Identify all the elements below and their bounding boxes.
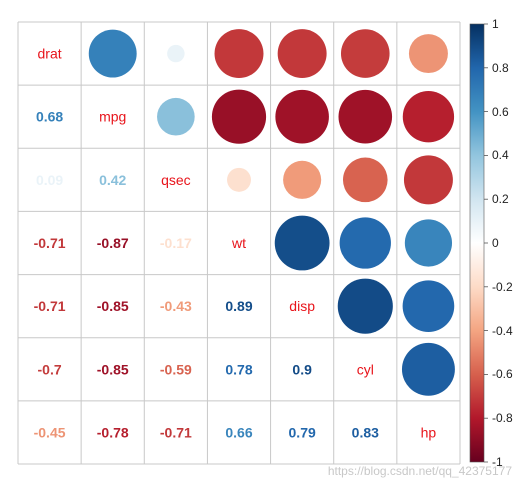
- watermark-text: https://blog.csdn.net/qq_42375177: [327, 464, 512, 478]
- corr-circle-drat-disp: [277, 29, 327, 79]
- corr-value-qsec-mpg: 0.42: [99, 172, 126, 188]
- colorbar-tick-label: 0.2: [492, 192, 509, 207]
- colorbar-tick-label: 0: [492, 236, 499, 250]
- corr-circle-disp-cyl: [337, 278, 393, 334]
- colorbar-tick-label: -0.6: [492, 367, 513, 382]
- corr-circle-drat-cyl: [340, 29, 390, 78]
- corr-circle-mpg-cyl: [338, 89, 393, 144]
- corr-value-hp-disp: 0.79: [289, 424, 316, 440]
- corr-circle-drat-mpg: [88, 29, 137, 78]
- colorbar-gradient: [469, 23, 485, 463]
- diag-label-hp: hp: [421, 424, 437, 440]
- corr-value-disp-wt: 0.89: [225, 298, 252, 314]
- grid-lines: [17, 21, 461, 465]
- corr-value-hp-mpg: -0.78: [97, 424, 129, 440]
- corr-value-cyl-wt: 0.78: [225, 361, 252, 377]
- corr-circle-mpg-qsec: [157, 97, 195, 136]
- colorbar-tick-label: 0.6: [492, 104, 509, 119]
- diag-label-drat: drat: [38, 46, 62, 62]
- corr-value-mpg-drat: 0.68: [36, 109, 63, 125]
- corr-circle-drat-hp: [408, 34, 448, 74]
- corr-circle-drat-wt: [214, 29, 264, 79]
- corr-circle-drat-qsec: [167, 44, 185, 63]
- corr-circle-wt-hp: [404, 219, 453, 267]
- corr-value-cyl-mpg: -0.85: [97, 361, 129, 377]
- corr-value-wt-drat: -0.71: [34, 235, 66, 251]
- corr-value-disp-drat: -0.71: [34, 298, 66, 314]
- corr-circle-qsec-cyl: [342, 157, 388, 203]
- corr-circle-wt-cyl: [339, 217, 391, 269]
- corr-circle-mpg-disp: [275, 89, 329, 144]
- corr-circle-cyl-hp: [401, 342, 455, 396]
- corr-circle-disp-hp: [402, 280, 455, 332]
- corr-value-cyl-qsec: -0.59: [160, 361, 192, 377]
- corr-circle-mpg-hp: [402, 91, 455, 143]
- corr-circle-mpg-wt: [211, 89, 267, 144]
- diag-label-wt: wt: [231, 235, 246, 251]
- colorbar: [469, 23, 488, 463]
- diag-label-disp: disp: [289, 298, 315, 314]
- corr-value-hp-qsec: -0.71: [160, 424, 192, 440]
- corr-value-disp-mpg: -0.85: [97, 298, 129, 314]
- corr-value-wt-mpg: -0.87: [97, 235, 129, 251]
- colorbar-tick-label: 0.8: [492, 60, 509, 75]
- colorbar-tick-label: 1: [492, 17, 499, 31]
- colorbar-tick-label: 0.4: [492, 148, 509, 163]
- corr-circle-qsec-wt: [227, 167, 251, 192]
- corr-value-wt-qsec: -0.17: [160, 235, 192, 251]
- corr-value-cyl-drat: -0.7: [38, 361, 62, 377]
- corr-value-qsec-drat: 0.09: [36, 172, 63, 188]
- corr-value-disp-qsec: -0.43: [160, 298, 192, 314]
- diag-label-cyl: cyl: [357, 361, 374, 377]
- corr-value-hp-drat: -0.45: [34, 424, 66, 440]
- colorbar-tick-label: -0.2: [492, 279, 513, 294]
- colorbar-tick-label: -0.4: [492, 323, 513, 338]
- corr-circle-qsec-hp: [403, 155, 453, 205]
- corr-value-hp-cyl: 0.83: [352, 424, 379, 440]
- corr-value-cyl-disp: 0.9: [292, 361, 312, 377]
- colorbar-tick-label: -1: [492, 455, 503, 469]
- colorbar-tick-label: -0.8: [492, 411, 513, 426]
- diag-label-mpg: mpg: [99, 109, 126, 125]
- corr-circle-qsec-disp: [283, 160, 322, 199]
- corr-circle-wt-disp: [274, 215, 330, 271]
- diag-label-qsec: qsec: [161, 172, 191, 188]
- corr-value-hp-wt: 0.66: [225, 424, 252, 440]
- matrix-cells: drat 0.68 mpg 0.09 0.42 qsec -0.71 -0.87 -0.17 wt…: [34, 29, 455, 440]
